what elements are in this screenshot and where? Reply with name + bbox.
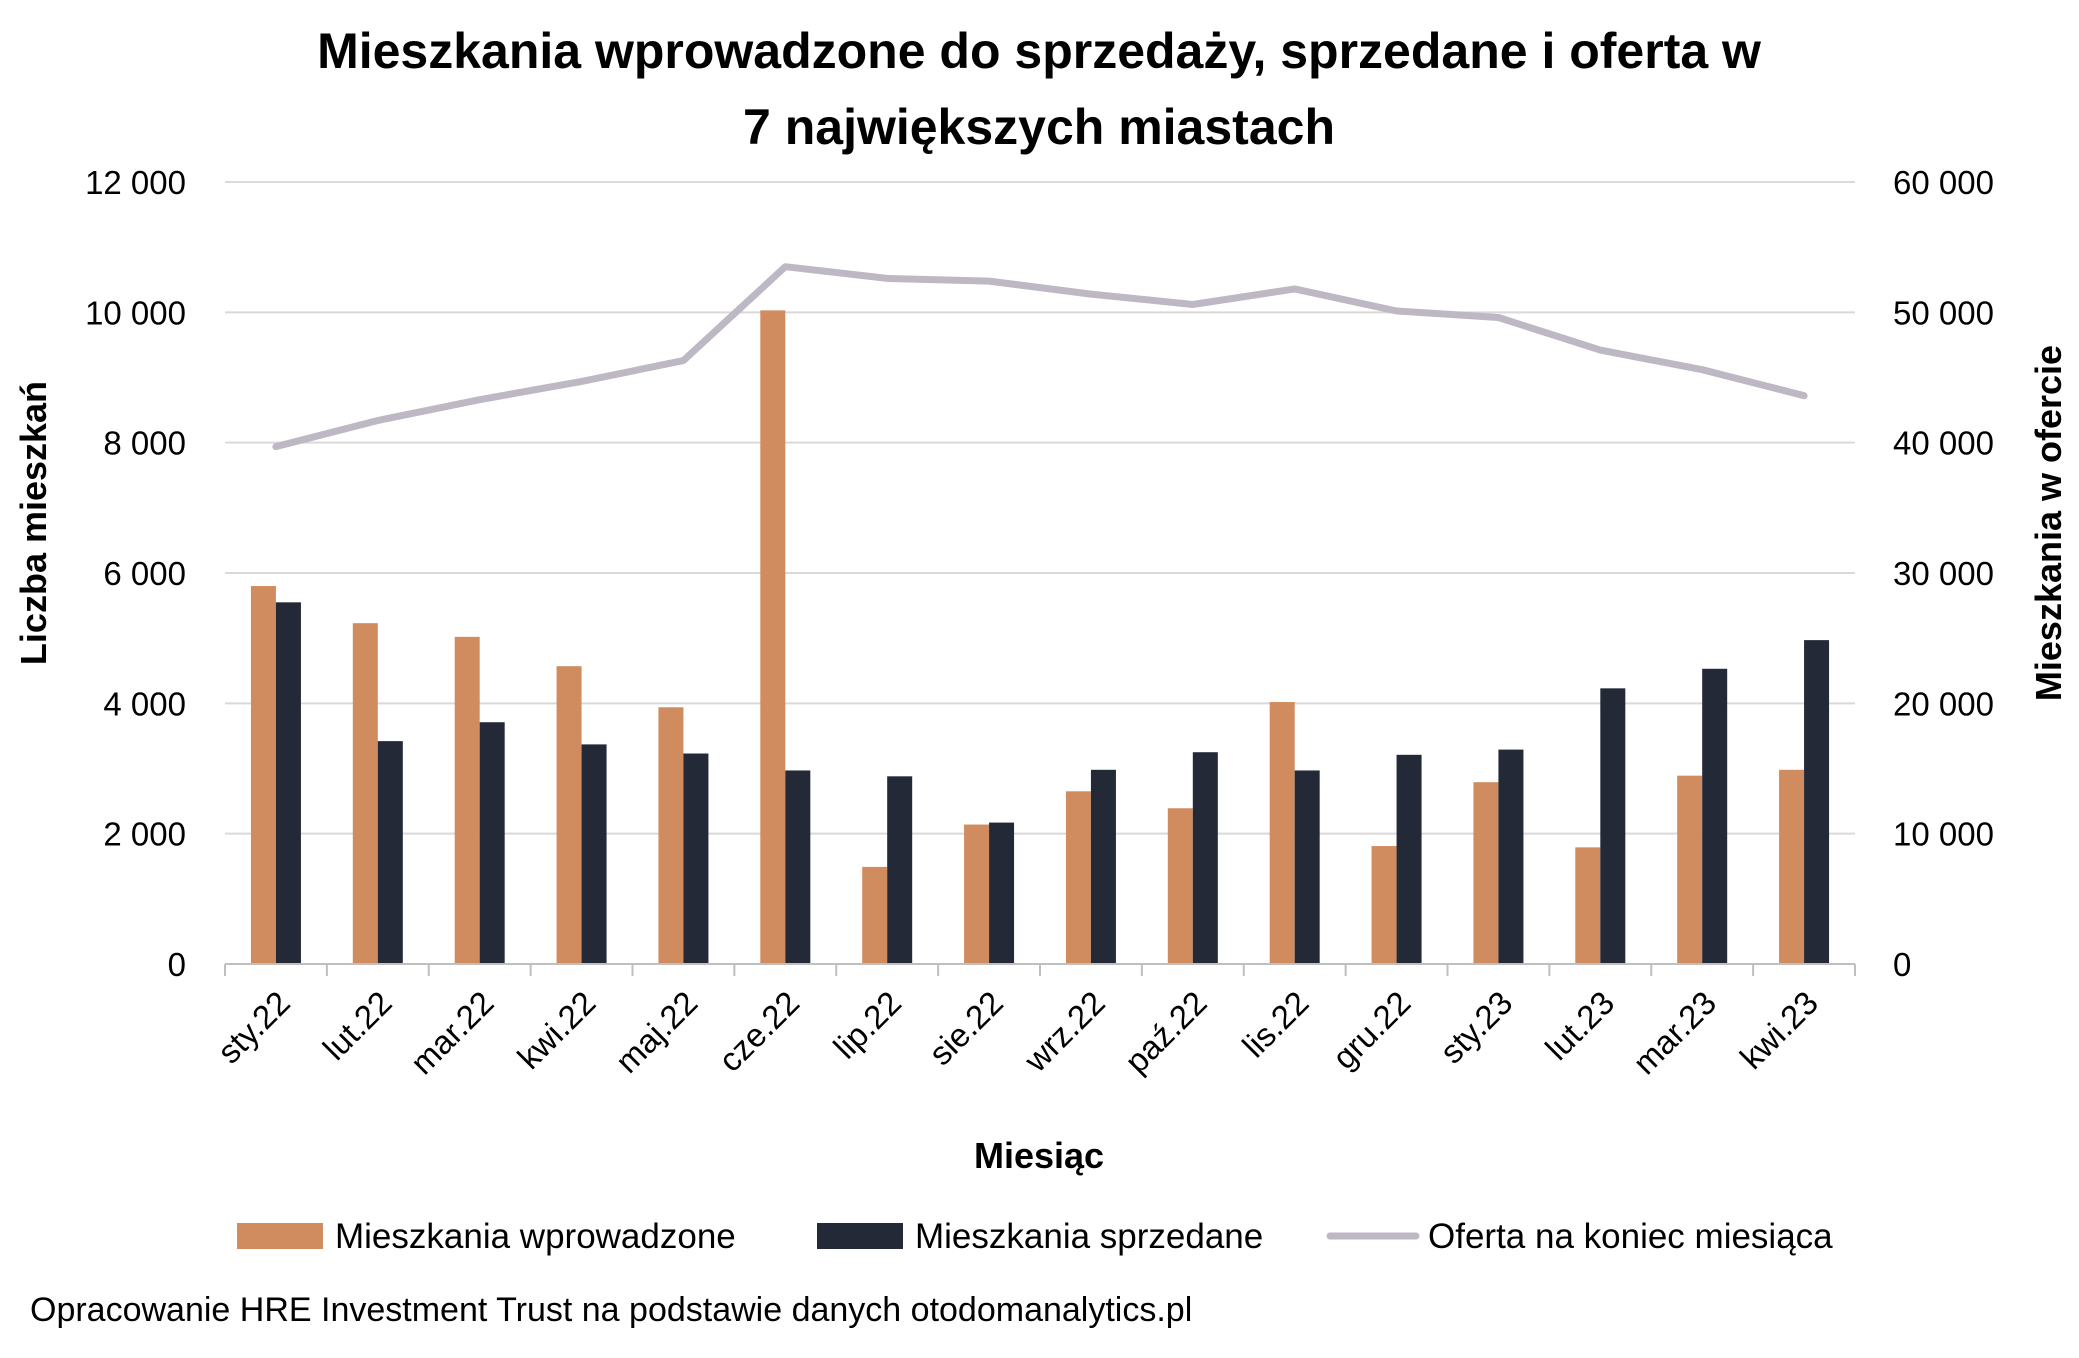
bar-mieszkania-sprzedane <box>785 770 811 964</box>
x-tick-label: lut.22 <box>316 984 399 1067</box>
bar-mieszkania-sprzedane <box>1804 640 1830 964</box>
bar-mieszkania-wprowadzone <box>1269 702 1295 964</box>
legend-item-wprowadzone-swatch <box>237 1223 323 1249</box>
y-tick-label-right: 40 000 <box>1893 425 1994 462</box>
y-tick-label-right: 20 000 <box>1893 685 1994 722</box>
bar-mieszkania-wprowadzone <box>1167 808 1193 964</box>
x-tick-label: kwi.23 <box>1733 984 1825 1076</box>
x-tick-label: kwi.22 <box>510 984 602 1076</box>
bar-mieszkania-wprowadzone <box>1677 775 1703 964</box>
bar-mieszkania-sprzedane <box>887 776 913 964</box>
chart-title-line-1: Mieszkania wprowadzone do sprzedaży, spr… <box>317 23 1761 79</box>
x-tick-label: gru.22 <box>1325 984 1417 1076</box>
x-tick-label: lut.23 <box>1538 984 1621 1067</box>
x-tick-label: paź.22 <box>1118 984 1214 1080</box>
x-tick-label: cze.22 <box>711 984 806 1079</box>
y-tick-label-left: 0 <box>168 946 186 983</box>
y-tick-label-right: 0 <box>1893 946 1911 983</box>
bar-mieszkania-sprzedane <box>1090 769 1116 964</box>
bar-mieszkania-sprzedane <box>1702 668 1728 964</box>
y-tick-label-left: 4 000 <box>103 685 186 722</box>
bar-mieszkania-wprowadzone <box>760 310 786 965</box>
x-tick-label: lis.22 <box>1235 984 1316 1065</box>
source-note: Opracowanie HRE Investment Trust na pods… <box>30 1291 1192 1329</box>
chart-text: Mieszkania wprowadzone do sprzedaży, spr… <box>13 23 2069 1329</box>
x-tick-label: sty.22 <box>210 984 297 1071</box>
bar-mieszkania-sprzedane <box>989 822 1015 964</box>
y-axis-title-right: Mieszkania w ofercie <box>2028 345 2069 701</box>
bar-mieszkania-sprzedane <box>1600 688 1626 964</box>
bar-mieszkania-wprowadzone <box>1065 791 1091 964</box>
bar-mieszkania-wprowadzone <box>1575 847 1601 964</box>
bar-mieszkania-wprowadzone <box>1779 769 1805 964</box>
chart-title-line-2: 7 największych miastach <box>743 99 1335 155</box>
legend-item-wprowadzone-label: Mieszkania wprowadzone <box>335 1217 736 1256</box>
y-tick-label-right: 50 000 <box>1893 294 1994 331</box>
y-tick-label-left: 10 000 <box>85 294 186 331</box>
bar-mieszkania-wprowadzone <box>352 623 378 964</box>
bar-mieszkania-sprzedane <box>1294 770 1320 964</box>
gridlines <box>225 181 1855 835</box>
bar-mieszkania-sprzedane <box>479 722 505 964</box>
bar-mieszkania-sprzedane <box>1498 749 1524 964</box>
bar-mieszkania-wprowadzone <box>250 586 276 964</box>
offer-line-layer <box>272 263 1808 451</box>
bar-mieszkania-sprzedane <box>1396 754 1422 964</box>
y-tick-label-left: 2 000 <box>103 816 186 853</box>
y-tick-label-left: 8 000 <box>103 425 186 462</box>
series-line-oferta <box>272 263 1808 451</box>
bar-mieszkania-sprzedane <box>581 744 607 964</box>
bar-mieszkania-wprowadzone <box>862 866 888 964</box>
bar-mieszkania-sprzedane <box>377 741 403 964</box>
bar-mieszkania-sprzedane <box>275 602 301 964</box>
x-tick-label: sie.22 <box>922 984 1010 1072</box>
legend: Mieszkania wprowadzone Mieszkania sprzeda… <box>237 1217 1833 1256</box>
x-axis-title: Miesiąc <box>974 1135 1104 1176</box>
y-tick-label-left: 12 000 <box>85 164 186 201</box>
x-tick-label: sty.23 <box>1433 984 1520 1071</box>
y-axis-title-left: Liczba mieszkań <box>13 381 54 665</box>
x-tick-label: lip.22 <box>826 984 908 1066</box>
y-tick-label-right: 10 000 <box>1893 816 1994 853</box>
x-tick-label: maj.22 <box>608 984 704 1080</box>
legend-item-sprzedane-label: Mieszkania sprzedane <box>915 1217 1263 1256</box>
x-tick-label: wrz.22 <box>1016 984 1112 1080</box>
bars <box>250 310 1830 965</box>
bar-mieszkania-wprowadzone <box>454 636 480 964</box>
bar-mieszkania-wprowadzone <box>658 707 684 964</box>
legend-item-oferta-label: Oferta na koniec miesiąca <box>1428 1217 1833 1256</box>
axes <box>224 963 1856 976</box>
x-tick-label: mar.22 <box>403 984 501 1082</box>
y-tick-label-right: 60 000 <box>1893 164 1994 201</box>
bar-mieszkania-wprowadzone <box>1473 782 1499 964</box>
bar-mieszkania-wprowadzone <box>1371 846 1397 964</box>
legend-item-sprzedane-swatch <box>817 1223 903 1249</box>
x-tick-label: mar.23 <box>1626 984 1724 1082</box>
bar-mieszkania-sprzedane <box>683 753 709 964</box>
bar-mieszkania-wprowadzone <box>556 666 582 964</box>
bar-mieszkania-wprowadzone <box>964 824 990 964</box>
bar-mieszkania-sprzedane <box>1192 752 1218 964</box>
y-tick-label-left: 6 000 <box>103 555 186 592</box>
y-tick-label-right: 30 000 <box>1893 555 1994 592</box>
